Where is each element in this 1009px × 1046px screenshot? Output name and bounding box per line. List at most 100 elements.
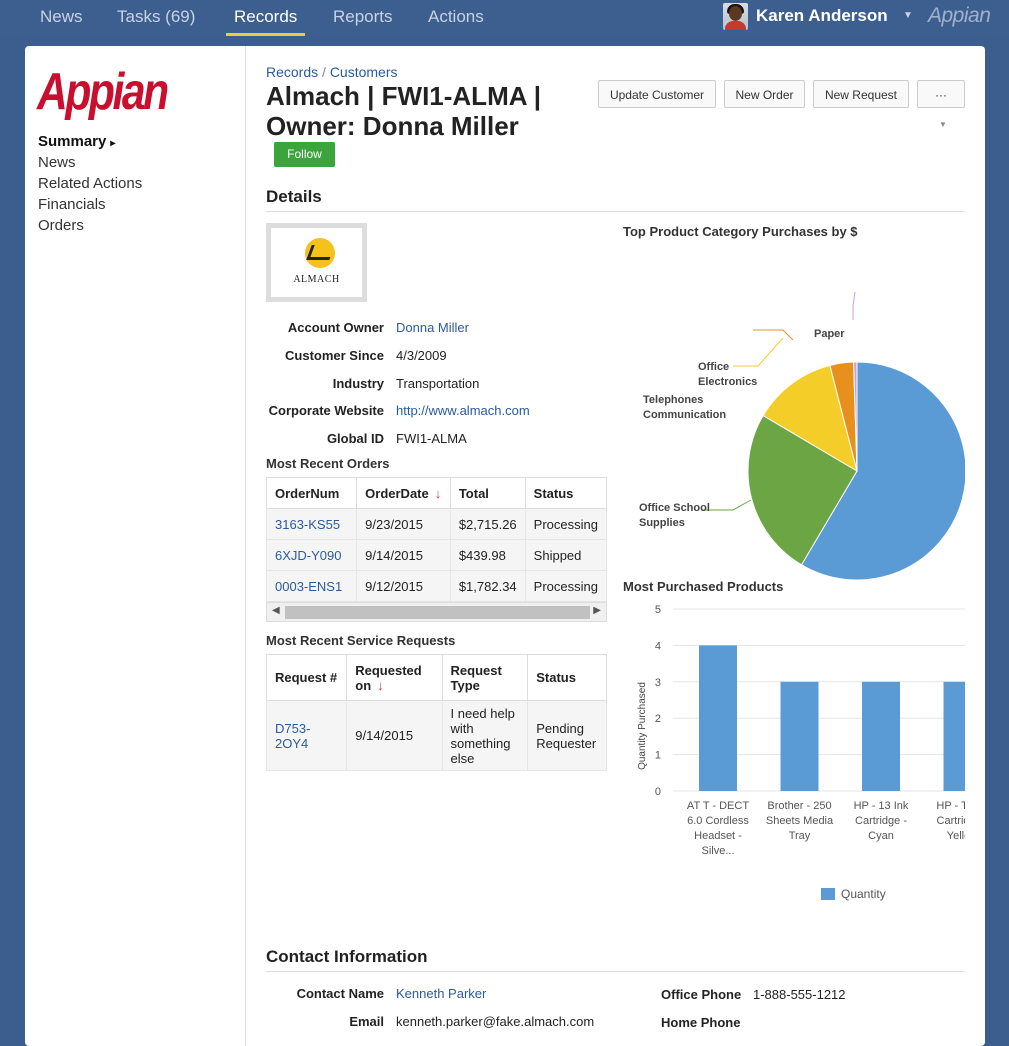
bar-2[interactable] bbox=[862, 681, 900, 791]
contact-heading: Contact Information bbox=[266, 947, 428, 966]
pie-slice-0[interactable] bbox=[800, 361, 965, 581]
update-customer-button[interactable]: Update Customer bbox=[598, 80, 716, 108]
table-cell: Processing bbox=[524, 570, 608, 602]
record-sidebar: Appian Summary ▸ News Related Actions Fin… bbox=[25, 46, 246, 1046]
details-heading: Details bbox=[266, 187, 322, 206]
tab-records[interactable]: Records bbox=[225, 0, 306, 36]
y-tick-label: 5 bbox=[655, 604, 661, 616]
order-link[interactable]: 0003-ENS1 bbox=[265, 570, 358, 602]
column-header-orderdate[interactable]: OrderDate ↓ bbox=[356, 477, 451, 509]
sidebar-item-news[interactable]: News bbox=[38, 154, 76, 171]
sidebar-item-financials[interactable]: Financials bbox=[38, 196, 106, 213]
x-tick-label: HP - 13 Ink bbox=[854, 800, 909, 812]
scrollbar-thumb[interactable] bbox=[285, 606, 590, 619]
office-phone-label: Office Phone bbox=[661, 987, 742, 1002]
appian-logo: Appian bbox=[37, 63, 169, 121]
corporate-website-link[interactable]: http://www.almach.com bbox=[396, 403, 530, 418]
customer-since-value: 4/3/2009 bbox=[396, 348, 447, 363]
caret-right-icon: ▸ bbox=[110, 138, 116, 149]
contact-name-link[interactable]: Kenneth Parker bbox=[396, 986, 487, 1001]
bar-1[interactable] bbox=[780, 681, 819, 791]
customer-since-label: Customer Since bbox=[285, 348, 384, 363]
column-header-request-number[interactable]: Request # bbox=[265, 654, 348, 701]
pie-label-paper: Paper bbox=[814, 328, 845, 340]
account-owner-link[interactable]: Donna Miller bbox=[396, 320, 469, 335]
record-card: Appian Summary ▸ News Related Actions Fin… bbox=[25, 46, 985, 1046]
y-tick-label: 4 bbox=[655, 640, 661, 652]
leader-line bbox=[701, 499, 752, 511]
table-cell: Processing bbox=[524, 508, 608, 540]
column-header-request-type[interactable]: Request Type bbox=[441, 654, 529, 701]
tab-news[interactable]: News bbox=[40, 7, 83, 26]
legend-swatch bbox=[821, 888, 835, 900]
table-row: 0003-ENS1 9/12/2015 $1,782.34 Processing bbox=[265, 570, 608, 602]
corporate-website-label: Corporate Website bbox=[268, 403, 384, 418]
bar-3[interactable] bbox=[943, 681, 966, 791]
tab-actions[interactable]: Actions bbox=[428, 7, 484, 26]
new-request-button[interactable]: New Request bbox=[813, 80, 909, 108]
breadcrumb-customers[interactable]: Customers bbox=[329, 64, 398, 80]
pie-label-telephones-2: Communication bbox=[643, 409, 726, 421]
column-header-requested-on[interactable]: Requested on ↓ bbox=[346, 654, 443, 701]
breadcrumb: Records / Customers bbox=[266, 64, 398, 80]
table-cell: $1,782.34 bbox=[449, 570, 526, 602]
request-link[interactable]: D753-2OY4 bbox=[265, 700, 348, 771]
sidebar-item-related-actions[interactable]: Related Actions bbox=[38, 175, 143, 192]
pie-label-telephones-1: Telephones bbox=[643, 394, 703, 406]
y-tick-label: 1 bbox=[655, 750, 661, 762]
table-row: 6XJD-Y090 9/14/2015 $439.98 Shipped bbox=[265, 539, 608, 571]
tab-tasks[interactable]: Tasks (69) bbox=[117, 7, 196, 26]
column-header-status[interactable]: Status bbox=[524, 477, 608, 509]
y-axis-label: Quantity Purchased bbox=[637, 682, 648, 770]
recent-orders-heading: Most Recent Orders bbox=[266, 456, 390, 471]
section-divider bbox=[266, 211, 965, 212]
industry-label: Industry bbox=[332, 376, 384, 391]
pie-chart-title: Top Product Category Purchases by $ bbox=[623, 224, 858, 239]
avatar[interactable] bbox=[723, 3, 748, 30]
sidebar-item-summary[interactable]: Summary ▸ bbox=[38, 133, 116, 150]
column-header-ordernum[interactable]: OrderNum bbox=[265, 477, 358, 509]
tab-reports[interactable]: Reports bbox=[333, 7, 393, 26]
x-tick-label: HP - Toner bbox=[936, 800, 965, 812]
crane-icon bbox=[305, 238, 335, 268]
order-link[interactable]: 6XJD-Y090 bbox=[265, 539, 358, 571]
column-header-total[interactable]: Total bbox=[449, 477, 526, 509]
x-tick-label: Silve... bbox=[701, 845, 734, 857]
sidebar-item-orders[interactable]: Orders bbox=[38, 217, 84, 234]
chevron-down-icon[interactable]: ▼ bbox=[903, 10, 913, 21]
pie-slice-1[interactable] bbox=[747, 414, 858, 566]
scroll-right-icon[interactable]: ▶ bbox=[593, 605, 601, 616]
table-cell: 9/12/2015 bbox=[356, 570, 451, 602]
bar-0[interactable] bbox=[699, 645, 737, 791]
sort-descending-icon: ↓ bbox=[377, 677, 384, 693]
top-navigation: News Tasks (69) Records Reports Actions … bbox=[0, 0, 1009, 36]
table-cell: $439.98 bbox=[449, 539, 526, 571]
pie-label-office-school-2: Supplies bbox=[639, 517, 685, 529]
follow-button[interactable]: Follow bbox=[274, 142, 335, 167]
email-value: kenneth.parker@fake.almach.com bbox=[396, 1014, 595, 1029]
table-row: D753-2OY4 9/14/2015 I need help with som… bbox=[265, 700, 607, 771]
category-pie-chart: Paper Office Electronics Telephones Comm… bbox=[639, 291, 965, 581]
breadcrumb-records[interactable]: Records bbox=[266, 64, 319, 80]
recent-service-requests-heading: Most Recent Service Requests bbox=[266, 633, 456, 648]
record-content: Records / Customers Almach | FWI1-ALMA |… bbox=[265, 46, 966, 1046]
pie-slice-4[interactable] bbox=[853, 361, 858, 472]
account-owner-label: Account Owner bbox=[287, 320, 384, 335]
pie-slice-2[interactable] bbox=[762, 364, 858, 473]
column-header-status[interactable]: Status bbox=[527, 654, 607, 701]
x-tick-label: Headset - bbox=[694, 830, 742, 842]
y-tick-label: 2 bbox=[655, 713, 661, 725]
global-id-label: Global ID bbox=[326, 431, 384, 446]
x-tick-label: Yellow bbox=[947, 830, 965, 842]
leader-line bbox=[852, 291, 856, 320]
horizontal-scrollbar[interactable]: ◀ ▶ bbox=[266, 602, 607, 622]
scroll-left-icon[interactable]: ◀ bbox=[272, 605, 280, 616]
products-bar-chart: 0 1 2 3 4 5 AT T - DECT 6.0 Cordless Headset - S… bbox=[637, 604, 966, 857]
order-link[interactable]: 3163-KS55 bbox=[265, 508, 358, 540]
x-tick-label: Cartridge - bbox=[855, 815, 907, 827]
more-actions-button[interactable]: ··· ▼ bbox=[917, 80, 965, 129]
x-tick-label: Sheets Media bbox=[766, 815, 834, 827]
new-order-button[interactable]: New Order bbox=[724, 80, 805, 108]
legend-quantity[interactable]: Quantity bbox=[841, 887, 886, 901]
user-menu[interactable]: Karen Anderson bbox=[756, 6, 888, 25]
